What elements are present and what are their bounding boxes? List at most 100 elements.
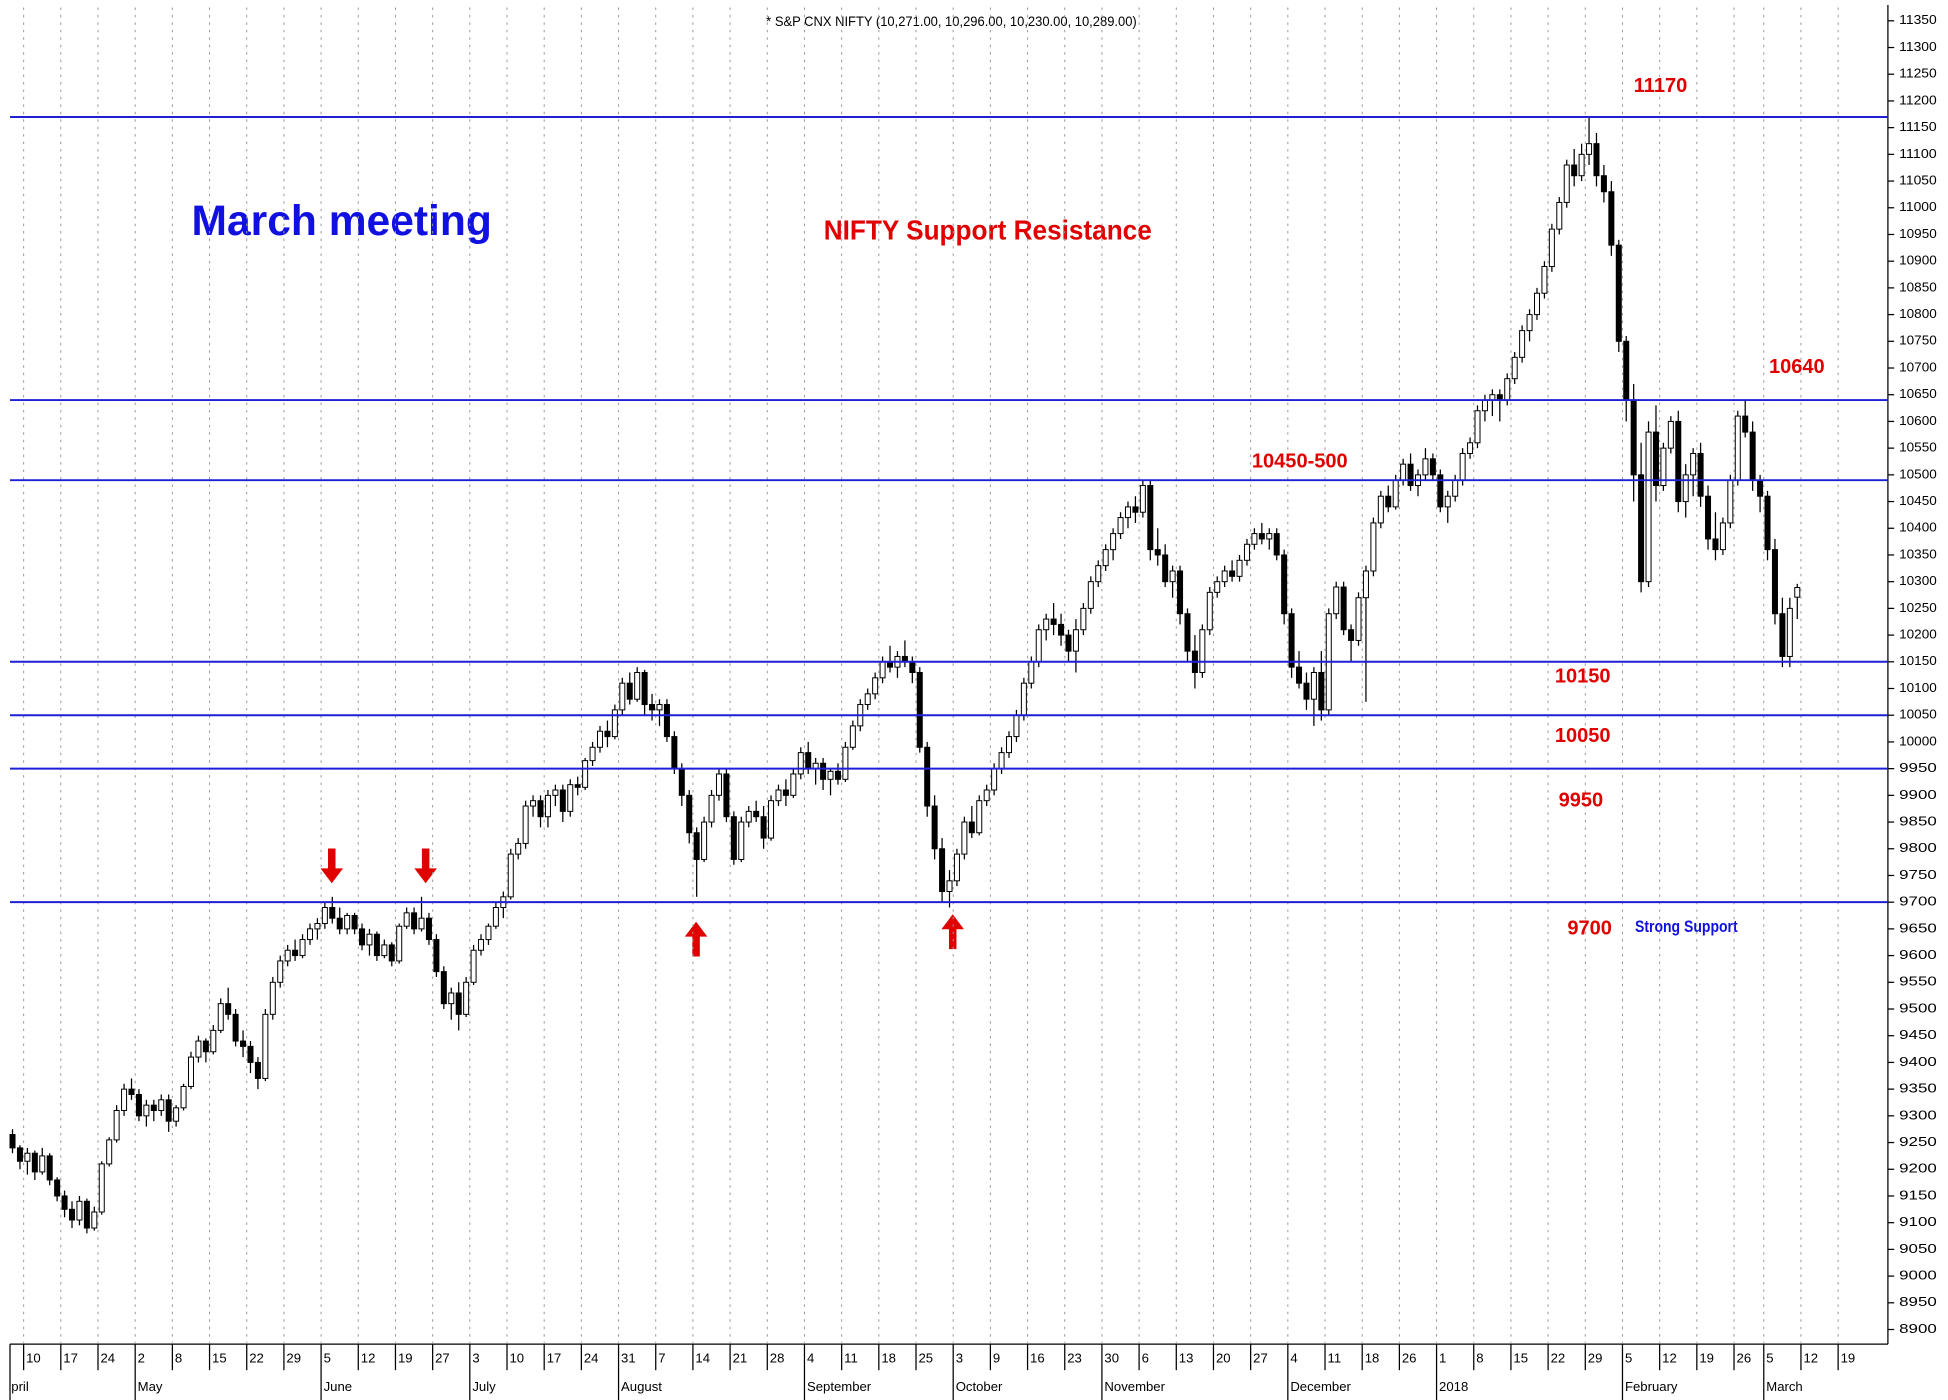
candle-body xyxy=(1511,356,1518,380)
candle-body xyxy=(306,928,313,941)
y-tick-label: 11200 xyxy=(1899,92,1937,107)
x-tick-label: 12 xyxy=(1803,1350,1818,1365)
level-label: 10640 xyxy=(1769,356,1825,378)
candle-body xyxy=(91,1211,98,1229)
candle-body xyxy=(277,960,284,983)
candle-body xyxy=(1370,522,1377,572)
candle-body xyxy=(1318,671,1325,711)
subtitle: NIFTY Support Resistance xyxy=(824,215,1152,246)
candle-body xyxy=(611,709,618,738)
candle-body xyxy=(1050,618,1057,625)
y-tick-label: 11150 xyxy=(1899,119,1937,134)
candle-body xyxy=(1667,420,1674,449)
candle-body xyxy=(1266,533,1273,540)
candle-body xyxy=(1623,340,1630,401)
y-tick-label: 11100 xyxy=(1899,146,1937,161)
candle-body xyxy=(1719,522,1726,551)
x-tick-label: 25 xyxy=(919,1350,934,1365)
x-tick-label: 8 xyxy=(1476,1350,1483,1365)
candle-body xyxy=(1072,629,1079,652)
candle-body xyxy=(299,939,306,957)
candle-body xyxy=(1749,431,1756,481)
y-tick-label: 10700 xyxy=(1899,359,1937,374)
y-tick-label: 9550 xyxy=(1899,974,1937,989)
candle-body xyxy=(247,1045,254,1063)
month-label: September xyxy=(807,1379,872,1394)
candle-body xyxy=(968,821,975,834)
x-tick-label: 4 xyxy=(807,1350,814,1365)
candle-body xyxy=(1586,143,1593,155)
candle-body xyxy=(1199,629,1206,673)
candle-body xyxy=(31,1152,38,1173)
candle-body xyxy=(961,821,968,855)
candle-body xyxy=(485,925,492,941)
candle-body xyxy=(69,1208,76,1221)
month-label: July xyxy=(472,1379,496,1394)
candle-body xyxy=(1296,666,1303,684)
candle-body xyxy=(344,915,351,930)
candle-body xyxy=(1058,623,1065,636)
candle-body xyxy=(240,1040,247,1047)
candle-body xyxy=(678,768,685,796)
x-tick-label: 6 xyxy=(1142,1350,1149,1365)
candle-body xyxy=(1727,479,1734,524)
y-tick-label: 11000 xyxy=(1899,199,1937,214)
x-tick-label: 7 xyxy=(658,1350,665,1365)
candle-body xyxy=(396,925,403,962)
candle-body xyxy=(671,736,678,770)
candle-body xyxy=(1162,554,1169,583)
candle-body xyxy=(782,789,789,796)
candle-body xyxy=(1600,175,1607,193)
candle-body xyxy=(567,784,574,812)
y-tick-label: 9300 xyxy=(1899,1107,1937,1122)
x-tick-label: 5 xyxy=(324,1350,331,1365)
candle-body xyxy=(1177,570,1184,615)
x-tick-label: 22 xyxy=(249,1350,264,1365)
candle-body xyxy=(879,661,886,679)
candle-body xyxy=(522,805,529,844)
candle-body xyxy=(463,981,470,1015)
candle-body xyxy=(1467,442,1474,454)
month-label: May xyxy=(138,1379,163,1394)
candle-body xyxy=(1362,570,1369,599)
candle-body xyxy=(1548,228,1555,268)
candle-body xyxy=(39,1155,46,1173)
candle-body xyxy=(686,794,693,834)
candle-body xyxy=(1541,266,1548,294)
level-label: 10450-500 xyxy=(1252,450,1348,472)
candle-body xyxy=(1563,164,1570,203)
candle-body xyxy=(626,682,633,700)
candle-body xyxy=(321,907,328,925)
candle-body xyxy=(790,773,797,796)
x-tick-label: 31 xyxy=(621,1350,636,1365)
month-label: June xyxy=(324,1379,352,1394)
candle-body xyxy=(128,1088,135,1095)
candle-body xyxy=(1764,495,1771,551)
candle-body xyxy=(1771,549,1778,615)
candle-body xyxy=(1682,474,1689,503)
candle-body xyxy=(953,853,960,882)
candle-body xyxy=(1348,629,1355,641)
candle-body xyxy=(1452,479,1459,497)
candle-body xyxy=(388,944,395,962)
x-tick-label: 17 xyxy=(547,1350,562,1365)
candle-body xyxy=(470,949,477,983)
candle-body xyxy=(924,746,931,807)
candle-body xyxy=(269,981,276,1015)
x-tick-label: 20 xyxy=(1216,1350,1231,1365)
candle-body xyxy=(359,928,366,946)
candle-body xyxy=(827,770,834,780)
candle-body xyxy=(1132,506,1139,513)
x-tick-label: 26 xyxy=(1737,1350,1752,1365)
month-label: 2018 xyxy=(1439,1379,1468,1394)
candle-body xyxy=(455,992,462,1015)
candle-body xyxy=(314,923,321,930)
candle-body xyxy=(1288,613,1295,668)
candle-body xyxy=(1392,479,1399,508)
candle-body xyxy=(1444,495,1451,508)
level-label: 10050 xyxy=(1555,725,1611,747)
x-tick-label: 15 xyxy=(212,1350,227,1365)
candle-body xyxy=(1236,559,1243,577)
candle-body xyxy=(916,671,923,748)
y-tick-label: 10750 xyxy=(1899,333,1937,348)
